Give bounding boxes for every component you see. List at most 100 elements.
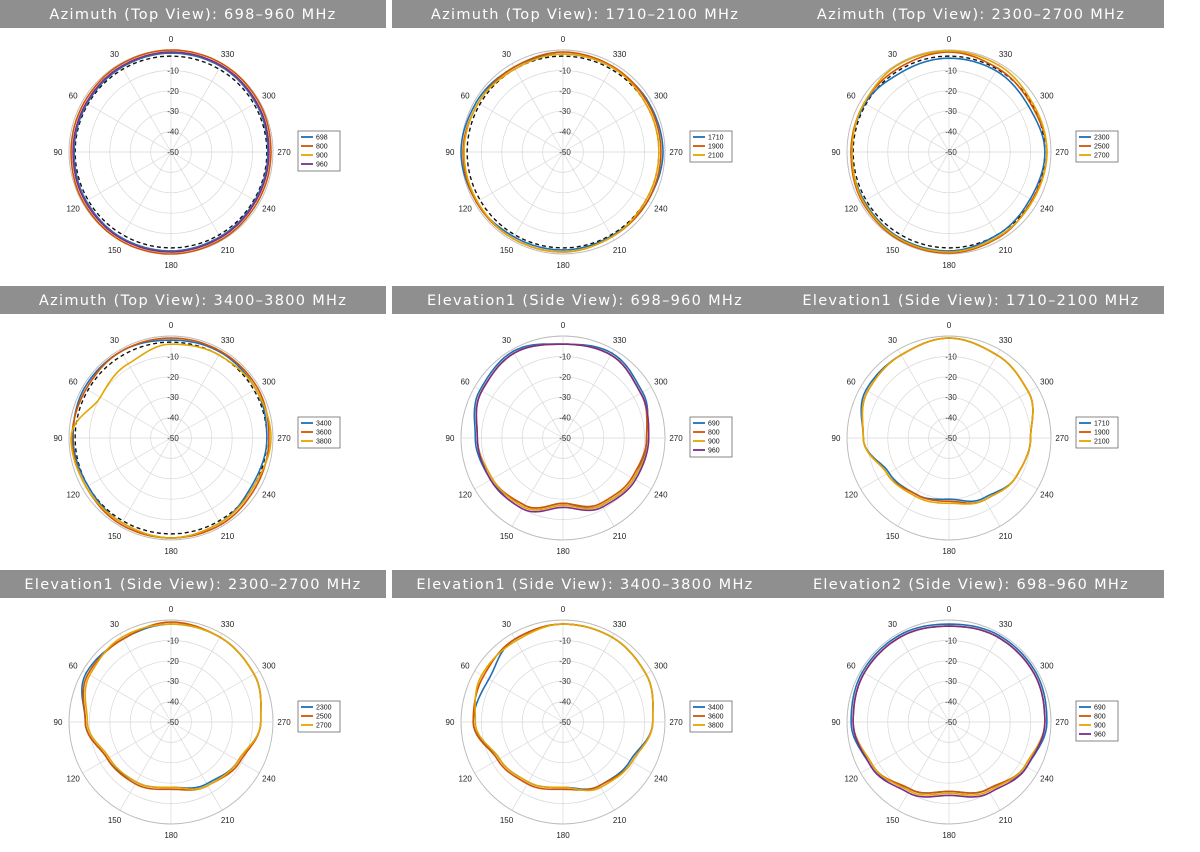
- angle-tick-label: 150: [886, 816, 900, 825]
- series-trace: [475, 343, 648, 509]
- radial-tick-label: -10: [945, 636, 957, 645]
- angle-tick-label: 330: [613, 50, 627, 59]
- radial-tick-label: -40: [945, 698, 957, 707]
- angle-tick-label: 270: [669, 148, 683, 157]
- grid-spoke: [82, 670, 172, 723]
- grid-spoke: [119, 721, 172, 811]
- chart-title: Azimuth (Top View): 698–960 MHz: [0, 0, 386, 28]
- radial-tick-label: -10: [167, 636, 179, 645]
- grid-spoke: [948, 437, 1001, 527]
- radial-tick-label: -30: [559, 677, 571, 686]
- grid-spoke: [170, 437, 223, 527]
- series-trace: [463, 53, 660, 253]
- polar-plot: 0 30 60 90 120 150 180 210 240 270 300 330 -10 -20 -30…: [778, 314, 1164, 568]
- grid-spoke: [119, 437, 172, 527]
- angle-tick-label: 60: [69, 378, 78, 387]
- radial-tick-label: -10: [945, 352, 957, 361]
- legend-label: 800: [708, 430, 720, 437]
- radial-tick-label: -40: [559, 128, 571, 137]
- legend-label: 3400: [316, 421, 332, 428]
- grid-spoke: [170, 349, 223, 439]
- radial-tick-label: -30: [945, 677, 957, 686]
- angle-tick-label: 90: [446, 718, 455, 727]
- angle-tick-label: 180: [942, 261, 956, 270]
- legend-label: 3600: [708, 714, 724, 721]
- series-trace: [852, 625, 1046, 798]
- legend-label: 2500: [1094, 144, 1110, 151]
- angle-tick-label: 210: [999, 816, 1013, 825]
- series-trace: [474, 623, 654, 792]
- angle-tick-label: 270: [669, 718, 683, 727]
- angle-tick-label: 300: [1040, 662, 1054, 671]
- legend-label: 900: [1094, 723, 1106, 730]
- angle-tick-label: 330: [999, 50, 1013, 59]
- radial-tick-label: -10: [559, 352, 571, 361]
- legend-label: 690: [708, 421, 720, 428]
- grid-spoke: [948, 437, 1038, 490]
- angle-tick-label: 120: [844, 491, 858, 500]
- radial-tick-label: -10: [167, 66, 179, 75]
- radial-tick-label: -20: [945, 87, 957, 96]
- chart-title: Elevation1 (Side View): 3400–3800 MHz: [392, 570, 778, 598]
- series-trace: [70, 49, 272, 255]
- grid-spoke: [170, 63, 223, 153]
- radial-tick-label: -50: [559, 148, 571, 157]
- angle-tick-label: 150: [500, 246, 514, 255]
- grid-spoke: [860, 721, 950, 774]
- legend-label: 2100: [708, 153, 724, 160]
- angle-tick-label: 240: [654, 775, 668, 784]
- series-trace: [861, 337, 1034, 505]
- grid-spoke: [897, 151, 950, 241]
- reference-envelope: [74, 55, 268, 249]
- chart-title: Elevation2 (Side View): 698–960 MHz: [778, 570, 1164, 598]
- series-trace: [70, 343, 272, 539]
- grid-spoke: [170, 100, 260, 153]
- chart-title: Azimuth (Top View): 2300–2700 MHz: [778, 0, 1164, 28]
- radial-tick-label: -30: [559, 393, 571, 402]
- grid-spoke: [860, 386, 950, 439]
- radial-tick-label: -20: [559, 657, 571, 666]
- angle-tick-label: 90: [54, 148, 63, 157]
- reference-envelope: [466, 55, 660, 249]
- chart-panel-1: Azimuth (Top View): 1710–2100 MHz 0 30 60 9…: [392, 0, 778, 282]
- axis-ring: [460, 335, 666, 541]
- grid-spoke: [562, 386, 652, 439]
- grid-spoke: [948, 151, 1001, 241]
- chart-panel-8: Elevation2 (Side View): 698–960 MHz 0 30 6…: [778, 570, 1164, 852]
- angle-tick-label: 210: [999, 532, 1013, 541]
- polar-svg: 0 30 60 90 120 150 180 210 240 270 300 330 -10 -20 -30…: [446, 321, 733, 556]
- angle-tick-label: 300: [654, 662, 668, 671]
- angle-tick-label: 90: [54, 718, 63, 727]
- angle-tick-label: 210: [221, 816, 235, 825]
- angle-tick-label: 240: [654, 205, 668, 214]
- angle-tick-label: 300: [1040, 92, 1054, 101]
- angle-tick-label: 60: [461, 378, 470, 387]
- polar-svg: 0 30 60 90 120 150 180 210 240 270 300 330 -10 -20 -30…: [832, 35, 1119, 270]
- radial-tick-label: -50: [559, 718, 571, 727]
- angle-tick-label: 90: [832, 148, 841, 157]
- polar-plot: 0 30 60 90 120 150 180 210 240 270 300 330 -10 -20 -30…: [778, 28, 1164, 282]
- angle-tick-label: 0: [947, 605, 952, 614]
- legend-label: 2300: [316, 705, 332, 712]
- polar-svg: 0 30 60 90 120 150 180 210 240 270 300 330 -10 -20 -30…: [446, 35, 733, 270]
- legend-label: 1710: [1094, 421, 1110, 428]
- axis-ring: [846, 619, 1052, 825]
- angle-tick-label: 270: [277, 718, 291, 727]
- angle-tick-label: 180: [942, 831, 956, 840]
- grid-spoke: [860, 151, 950, 204]
- grid-spoke: [119, 633, 172, 723]
- angle-tick-label: 180: [942, 547, 956, 556]
- grid-spoke: [948, 721, 1038, 774]
- polar-svg: 0 30 60 90 120 150 180 210 240 270 300 330 -10 -20 -30…: [832, 321, 1119, 556]
- angle-tick-label: 300: [654, 92, 668, 101]
- radial-tick-label: -30: [945, 393, 957, 402]
- angle-tick-label: 150: [108, 246, 122, 255]
- grid-spoke: [119, 349, 172, 439]
- angle-tick-label: 150: [886, 532, 900, 541]
- angle-tick-label: 60: [847, 92, 856, 101]
- angle-tick-label: 0: [947, 35, 952, 44]
- grid-spoke: [474, 151, 564, 204]
- angle-tick-label: 30: [502, 336, 511, 345]
- grid-spoke: [562, 349, 615, 439]
